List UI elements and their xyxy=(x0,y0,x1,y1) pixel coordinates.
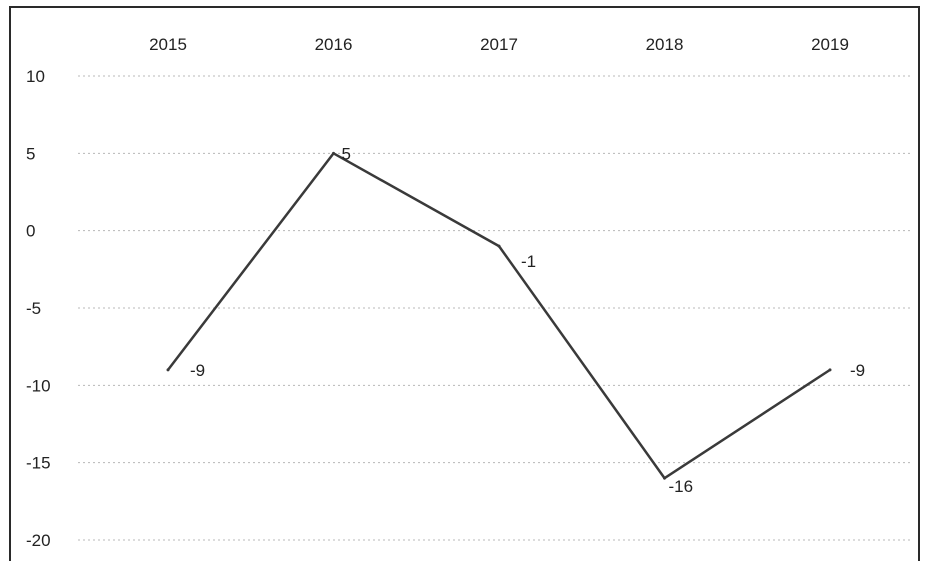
x-axis-ticks: 2015 2016 2017 2018 2019 xyxy=(149,35,849,54)
y-tick-label: 5 xyxy=(26,144,35,163)
data-label: -9 xyxy=(190,361,205,380)
chart-frame xyxy=(9,6,920,561)
x-tick-label: 2016 xyxy=(315,35,353,54)
x-tick-label: 2017 xyxy=(480,35,518,54)
data-point xyxy=(663,476,666,480)
y-tick-label: 0 xyxy=(26,222,35,241)
data-label: -9 xyxy=(850,361,865,380)
data-point xyxy=(828,368,832,372)
gridlines xyxy=(78,75,912,541)
y-tick-label: -10 xyxy=(26,376,51,395)
x-tick-label: 2015 xyxy=(149,35,187,54)
y-tick-label: 10 xyxy=(26,67,45,86)
x-tick-label: 2019 xyxy=(811,35,849,54)
data-label: -1 xyxy=(521,252,536,271)
x-tick-label: 2018 xyxy=(646,35,684,54)
y-tick-label: -5 xyxy=(26,299,41,318)
data-label: 5 xyxy=(342,144,351,163)
series-line xyxy=(167,151,831,480)
data-point xyxy=(166,368,170,372)
y-tick-label: -20 xyxy=(26,531,51,550)
y-tick-label: -15 xyxy=(26,454,51,473)
data-point xyxy=(497,244,501,248)
data-label: -16 xyxy=(669,477,694,496)
data-point xyxy=(332,151,335,155)
data-labels: -9 5 -1 -16 -9 xyxy=(166,144,865,496)
y-axis-ticks: 10 5 0 -5 -10 -15 -20 xyxy=(26,67,51,550)
